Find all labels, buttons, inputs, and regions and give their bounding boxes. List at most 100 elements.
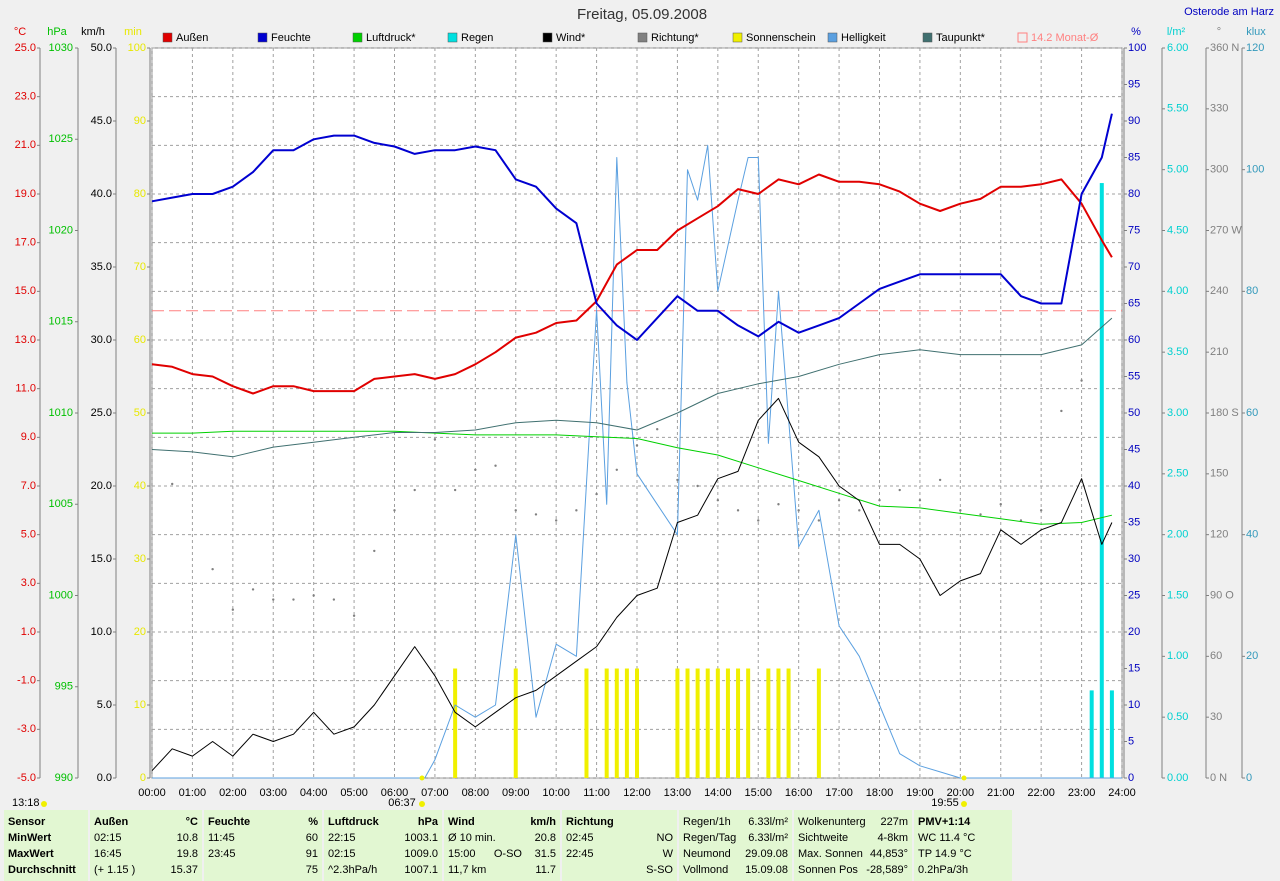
info-text: hPa (418, 816, 439, 828)
info-text: Ø 10 min. (448, 832, 496, 844)
dot (373, 549, 376, 553)
y-tick-label: 995 (55, 681, 73, 693)
info-text: Luftdruck (328, 816, 380, 828)
y-tick-label: 1005 (49, 498, 73, 510)
y-tick-label: 1000 (49, 589, 73, 601)
info-text: % (308, 816, 318, 828)
bar (1089, 690, 1094, 778)
bar (766, 668, 771, 778)
legend-label: Helligkeit (841, 32, 886, 44)
dot (413, 488, 416, 492)
info-text: -28,589° (866, 864, 908, 876)
x-tick-label: 19:00 (906, 787, 934, 799)
dot (575, 509, 578, 512)
x-tick-label: 23:00 (1068, 787, 1096, 799)
dot (635, 444, 639, 447)
y-tick-label: 17.0 (15, 237, 36, 249)
info-text: S-SO (646, 864, 673, 876)
y-tick-label: 210 (1210, 346, 1228, 358)
y-tick-label: 5.00 (1167, 164, 1188, 176)
x-tick-label: 20:00 (947, 787, 975, 799)
y-tick-label: 55 (1128, 370, 1140, 382)
y-tick-label: 330 (1210, 103, 1228, 115)
info-panel: Sensor MinWert MaxWert Durchschnitt Außen °C 0… (4, 810, 1012, 881)
y-tick-label: 80 (134, 188, 146, 200)
dot (959, 509, 962, 512)
info-text: 227m (880, 816, 908, 828)
y-tick-label: 80 (1128, 188, 1140, 200)
info-text: 23:45 (208, 848, 236, 860)
y-tick-label: 9.0 (21, 431, 36, 443)
sunrise-label: 06:37 (388, 797, 416, 809)
y-tick-label: -1.0 (17, 675, 36, 687)
y-tick-label: 2.50 (1167, 468, 1188, 480)
dot (292, 598, 295, 601)
info-text: PMV+1:14 (918, 816, 971, 828)
y-tick-label: 0 N (1210, 772, 1227, 784)
info-text: 31.5 (535, 848, 556, 860)
y-tick-label: 25.0 (15, 42, 36, 54)
dot (1060, 409, 1063, 413)
dot (393, 509, 396, 512)
x-tick-label: 18:00 (866, 787, 894, 799)
y-tick-label: 1025 (49, 133, 73, 145)
series-line (152, 144, 1122, 779)
y-tick-label: 95 (1128, 78, 1140, 90)
dot (332, 598, 336, 601)
info-text: km/h (530, 816, 556, 828)
x-tick-label: 04:00 (300, 787, 328, 799)
y-tick-label: 20.0 (91, 480, 112, 492)
dot (171, 482, 174, 486)
axis-title: l/m² (1167, 26, 1186, 38)
x-tick-label: 08:00 (462, 787, 490, 799)
info-text: Feuchte (208, 816, 250, 828)
series-line (151, 113, 1113, 341)
axis-title: min (124, 26, 142, 38)
y-tick-label: 300 (1210, 164, 1228, 176)
info-text: Vollmond (683, 864, 728, 876)
marker (419, 775, 425, 781)
y-tick-label: -3.0 (17, 723, 36, 735)
y-tick-label: 1.00 (1167, 650, 1188, 662)
axes: 00:00 01:00 02:00 03:00 04:00 05:00 06:00 07:00… (12, 26, 1266, 809)
dot (898, 488, 901, 492)
y-tick-label: 45 (1128, 443, 1140, 455)
y-tick-label: 4.00 (1167, 285, 1188, 297)
info-text: 22:15 (328, 832, 356, 844)
dot (615, 468, 618, 471)
bar (715, 668, 720, 778)
y-tick-label: 30 (1210, 711, 1222, 723)
bar (584, 668, 589, 778)
y-tick-label: 3.0 (21, 577, 36, 589)
legend-swatch (827, 32, 838, 43)
x-tick-label: 17:00 (825, 787, 853, 799)
info-text: 1007.1 (404, 864, 438, 876)
legend-label: Außen (176, 32, 208, 44)
dot (595, 492, 598, 496)
dot (999, 503, 1002, 506)
x-tick-label: 01:00 (179, 787, 207, 799)
y-tick-label: 0.00 (1167, 772, 1188, 784)
legend-label: Sonnenschein (746, 32, 816, 44)
bar (746, 668, 751, 778)
dot (1039, 509, 1043, 512)
bar (624, 668, 629, 778)
x-tick-label: 12:00 (623, 787, 651, 799)
dot (352, 614, 356, 617)
y-tick-label: 7.0 (21, 480, 36, 492)
y-tick-label: 1010 (49, 407, 73, 419)
y-tick-label: 90 (134, 115, 146, 127)
info-text: Sensor (8, 816, 46, 828)
axis-title: km/h (81, 26, 105, 38)
bar (695, 668, 700, 778)
axis-title: hPa (47, 26, 67, 38)
bar (1099, 183, 1104, 779)
info-text: 1009.0 (404, 848, 438, 860)
series-line (151, 317, 1113, 458)
legend-label: Regen (461, 32, 493, 44)
x-tick-label: 11:00 (583, 787, 610, 799)
dot (554, 519, 558, 522)
info-text: 16:45 (94, 848, 122, 860)
x-tick-label: 15:00 (744, 787, 772, 799)
y-tick-label: 30 (134, 553, 146, 565)
